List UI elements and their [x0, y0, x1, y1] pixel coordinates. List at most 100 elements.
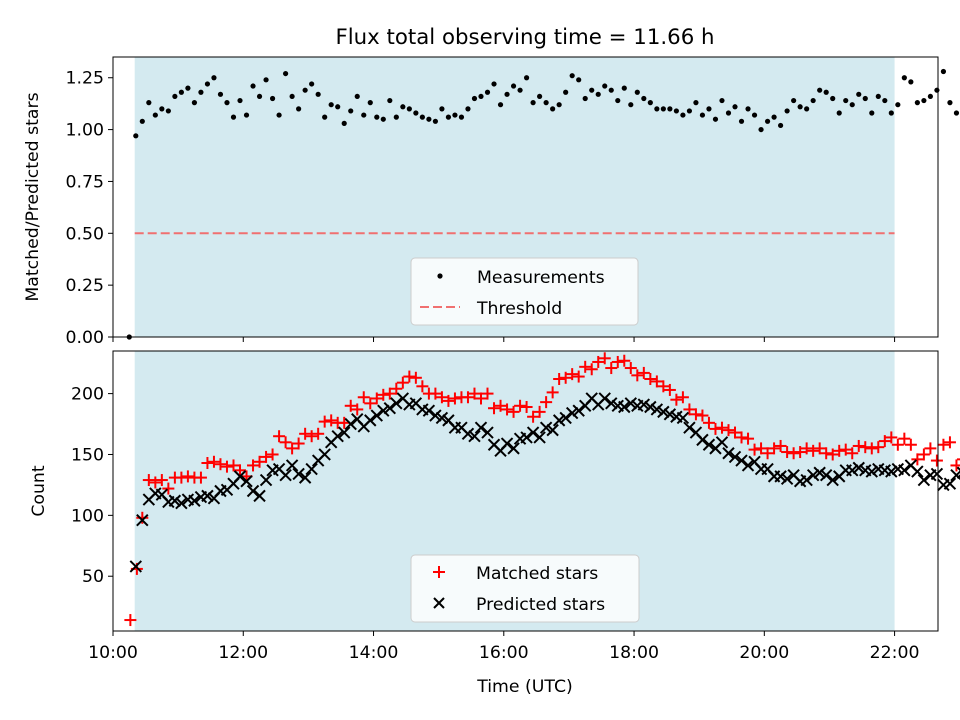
predicted-point — [201, 489, 214, 503]
measurement-point — [400, 104, 406, 110]
matched-point — [494, 399, 507, 412]
y-tick-label: 0.25 — [66, 276, 104, 296]
matched-point — [370, 392, 383, 405]
measurement-point — [947, 100, 953, 106]
predicted-point — [559, 411, 572, 425]
matched-point — [305, 430, 318, 443]
predicted-point — [676, 411, 690, 425]
predicted-point — [240, 475, 253, 488]
matched-point — [181, 470, 194, 483]
predicted-point — [422, 404, 436, 417]
matched-point — [175, 471, 188, 484]
measurement-point — [439, 106, 445, 112]
matched-point — [286, 442, 299, 455]
measurement-point — [771, 114, 777, 120]
matched-point — [344, 399, 357, 412]
matched-point — [155, 474, 168, 487]
measurement-point — [380, 116, 386, 122]
measurement-point — [667, 106, 673, 112]
measurement-point — [426, 116, 432, 122]
matched-point — [605, 362, 618, 375]
predicted-point — [298, 471, 312, 484]
measurement-point — [563, 89, 569, 95]
measurement-point — [165, 108, 171, 114]
matched-point — [142, 474, 155, 487]
top-legend: Measurements Threshold — [410, 257, 639, 326]
x-tick-label: 18:00 — [609, 643, 659, 663]
predicted-point — [917, 473, 931, 487]
matched-point — [820, 447, 833, 460]
predicted-point — [188, 494, 201, 507]
matched-point — [729, 426, 742, 439]
legend-measurements-label: Measurements — [477, 268, 605, 288]
measurement-point — [764, 118, 771, 124]
top-panel-frame — [112, 56, 939, 338]
predicted-point — [552, 414, 566, 427]
matched-point — [149, 476, 162, 489]
matched-point — [689, 408, 702, 421]
measurement-point — [211, 75, 217, 81]
matched-point — [448, 392, 461, 405]
predicted-point — [806, 468, 820, 482]
measurement-point — [823, 89, 829, 95]
measurement-point — [198, 89, 204, 95]
measurement-point — [510, 83, 517, 89]
predicted-point — [650, 403, 664, 416]
matched-point — [702, 416, 715, 429]
measurement-point — [934, 87, 940, 93]
bottom-y-axis-label: Count — [29, 465, 49, 517]
predicted-point — [943, 477, 957, 490]
matched-point — [318, 415, 331, 428]
measurement-point — [361, 112, 367, 118]
predicted-point — [800, 473, 813, 487]
measurement-point — [445, 114, 452, 120]
measurement-point — [875, 93, 881, 100]
measurement-point — [204, 81, 211, 87]
bottom-panel-frame — [112, 350, 939, 632]
measurement-point — [172, 93, 178, 100]
legend-matched-label: Matched stars — [476, 564, 598, 584]
matched-point — [572, 370, 585, 383]
measurement-point — [178, 89, 184, 95]
matched-point — [416, 380, 429, 393]
legend-predicted-marker — [433, 597, 445, 609]
predicted-point — [175, 496, 188, 510]
predicted-point — [774, 470, 787, 483]
predicted-point — [735, 454, 748, 467]
measurement-point — [419, 114, 425, 120]
matched-point — [846, 447, 859, 460]
matched-point — [214, 458, 227, 471]
measurement-point — [953, 110, 960, 116]
matched-point — [937, 438, 950, 451]
predicted-point — [500, 437, 514, 450]
bottom-legend: Matched stars Predicted stars — [410, 554, 640, 623]
predicted-point — [780, 472, 794, 486]
x-tick-label: 14:00 — [349, 643, 399, 663]
predicted-point — [383, 402, 397, 415]
predicted-point — [429, 409, 442, 422]
measurement-point — [185, 85, 191, 91]
matched-point — [247, 459, 260, 472]
matched-point — [637, 366, 650, 379]
measurement-point — [230, 114, 237, 120]
matched-point — [950, 459, 960, 472]
matched-point — [383, 387, 396, 400]
predicted-point — [819, 468, 833, 482]
matched-point — [559, 371, 572, 384]
matched-point — [800, 442, 813, 455]
predicted-point — [338, 426, 351, 439]
matched-point — [364, 397, 377, 410]
measurement-point — [484, 89, 491, 95]
matched-point — [266, 448, 279, 461]
measurement-point — [191, 100, 198, 106]
measurement-point — [289, 93, 295, 100]
predicted-point — [956, 466, 960, 479]
measurement-point — [302, 87, 308, 93]
matched-point — [859, 441, 872, 454]
measurement-point — [927, 93, 934, 100]
predicted-point — [461, 427, 475, 440]
predicted-point — [930, 467, 944, 481]
predicted-point — [507, 442, 520, 455]
predicted-point — [826, 473, 839, 487]
